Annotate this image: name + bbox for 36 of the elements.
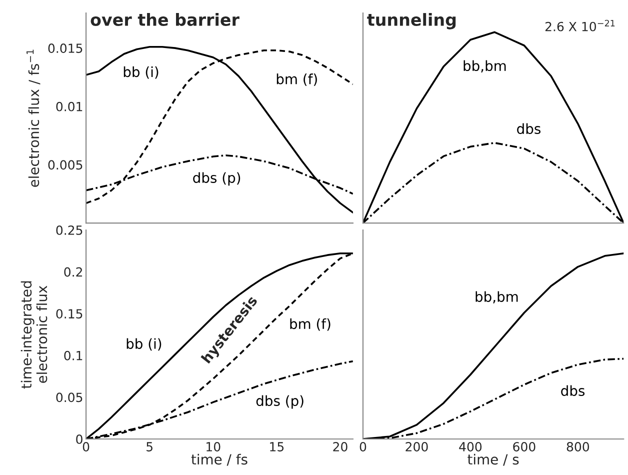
- series-label: bb,bm: [464, 60, 506, 72]
- y-tick-label: 0.2: [64, 267, 82, 277]
- y-tick-label: 0.015: [48, 44, 82, 53]
- series-label: dbs (p): [256, 395, 304, 409]
- x-axis-title: time / s: [468, 454, 519, 466]
- series-label: bb (i): [126, 338, 162, 351]
- y-tick-label: 0.1: [64, 350, 82, 360]
- x-tick-label: 5: [146, 442, 152, 452]
- series-label: bb (i): [124, 66, 158, 79]
- y-tick-label: 0.25: [56, 225, 82, 235]
- y-tick-label: 0.05: [56, 392, 82, 402]
- x-axis-title: time / fs: [191, 454, 248, 466]
- x-tick-label: 0: [360, 442, 366, 452]
- y-axis-title: time-integrated electronic flux: [20, 281, 48, 389]
- y-tick-label: 0: [76, 434, 82, 444]
- series-label: dbs: [517, 123, 540, 134]
- x-tick-label: 15: [270, 442, 284, 452]
- y-tick-label: 0.01: [56, 102, 82, 112]
- text: 2.6 X 10$^{−21}$: [545, 20, 615, 32]
- chart-title: tunneling: [367, 13, 456, 30]
- x-tick-label: 0: [82, 442, 90, 452]
- series-label: dbs (p): [193, 172, 240, 186]
- x-tick-label: 20: [333, 442, 348, 452]
- y-axis-title: electronic flux / fs$^{−1}$: [26, 50, 40, 187]
- series-label: dbs: [561, 385, 585, 396]
- x-tick-label: 600: [513, 442, 536, 452]
- x-tick-label: 400: [459, 442, 482, 452]
- chart-title: over the barrier: [90, 13, 240, 26]
- y-tick-label: 0.005: [48, 160, 82, 170]
- series-label: bb,bm: [476, 291, 518, 304]
- x-tick-label: 10: [206, 442, 220, 452]
- series-label: bm (f): [290, 318, 330, 331]
- x-tick-label: 800: [566, 442, 590, 452]
- y-tick-label: 0.15: [56, 309, 82, 319]
- x-tick-label: 200: [406, 442, 428, 452]
- series-label: bm (f): [276, 74, 317, 86]
